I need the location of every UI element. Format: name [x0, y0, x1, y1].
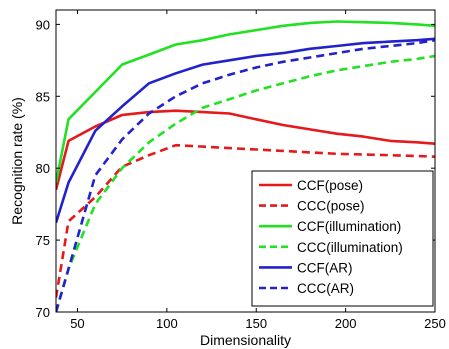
- y-tick-label: 70: [36, 305, 50, 320]
- y-tick-label: 80: [36, 161, 50, 176]
- y-tick-label: 90: [36, 17, 50, 32]
- legend-box: [251, 170, 434, 307]
- axes-box: [55, 9, 436, 313]
- x-tick-label: 200: [335, 316, 357, 331]
- x-axis-label: Dimensionality: [200, 332, 291, 348]
- legend: CCF(pose) CCC(pose) CCF(illumination) CCC(i…: [251, 170, 434, 307]
- series-line-1: [56, 143, 435, 298]
- series-layer: [56, 20, 435, 312]
- legend-label-0: CCF(pose): [297, 178, 363, 193]
- ticks-layer: 50 100 150 200 250 70 75 80 85 90: [36, 10, 446, 331]
- series-line-0: [56, 109, 435, 191]
- x-tick-label: 50: [70, 316, 84, 331]
- x-tick-label: 150: [245, 316, 267, 331]
- series-line-3: [56, 54, 435, 312]
- legend-label-4: CCF(AR): [297, 260, 353, 275]
- legend-label-5: CCC(AR): [297, 281, 354, 296]
- series-line-2: [56, 20, 435, 183]
- legend-label-1: CCC(pose): [297, 199, 365, 214]
- x-tick-label: 100: [156, 316, 178, 331]
- series-line-5: [56, 38, 435, 312]
- y-tick-label: 75: [36, 233, 50, 248]
- y-axis-label: Recognition rate (%): [9, 97, 25, 225]
- series-line-4: [56, 37, 435, 224]
- legend-label-2: CCF(illumination): [297, 219, 401, 234]
- x-tick-label: 250: [424, 316, 446, 331]
- legend-label-3: CCC(illumination): [297, 240, 403, 255]
- y-tick-label: 85: [36, 89, 50, 104]
